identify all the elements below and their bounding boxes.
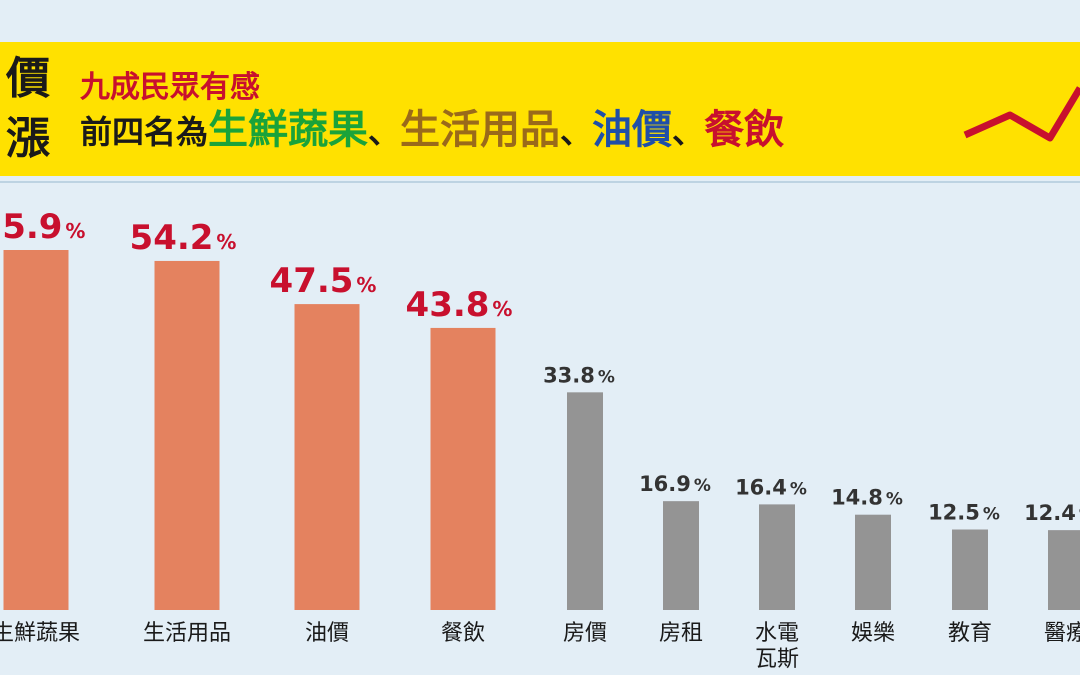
subtitle: 九成民眾有感 xyxy=(80,70,260,105)
category-label-9: 教育 xyxy=(948,621,992,646)
bar-1 xyxy=(3,250,69,610)
category-label-4: 餐飲 xyxy=(441,621,485,646)
bar-8 xyxy=(855,514,891,610)
category-label-5: 房價 xyxy=(563,621,607,646)
value-label-10: 12.4% xyxy=(1024,501,1080,525)
category-label-8: 娛樂 xyxy=(851,621,895,646)
value-label-3: 47.5% xyxy=(270,261,377,301)
value-label-9: 12.5% xyxy=(928,500,1000,524)
bar-4 xyxy=(430,327,496,610)
value-label-7: 16.4% xyxy=(735,475,807,499)
category-label-7-line2: 瓦斯 xyxy=(755,647,799,672)
bar-7 xyxy=(759,504,795,610)
category-label-6: 房租 xyxy=(659,621,703,646)
headline-top-items: 生鮮蔬果、生活用品、油價、餐飲 xyxy=(208,107,784,153)
headline: 前四名為生鮮蔬果、生活用品、油價、餐飲 xyxy=(80,108,784,152)
headline-item-4: 餐飲 xyxy=(704,107,785,153)
headline-separator: 、 xyxy=(672,113,705,151)
value-label-6: 16.9% xyxy=(639,472,711,496)
value-label-2: 54.2% xyxy=(130,218,237,258)
value-label-1: 55.9% xyxy=(0,207,85,247)
category-label-7-line1: 水電 xyxy=(755,621,799,646)
headline-separator: 、 xyxy=(560,113,593,151)
category-label-10: 醫療 xyxy=(1044,621,1080,646)
headline-separator: 、 xyxy=(368,113,401,151)
headline-item-1: 生鮮蔬果 xyxy=(208,107,369,153)
bar-10 xyxy=(1048,530,1080,610)
bar-5 xyxy=(567,392,603,610)
value-label-4: 43.8% xyxy=(406,285,513,325)
category-label-1: 生鮮蔬果 xyxy=(0,621,80,646)
category-label-2: 生活用品 xyxy=(143,621,231,646)
bar-3 xyxy=(294,304,360,610)
headline-item-2: 生活用品 xyxy=(400,107,561,153)
value-label-5: 33.8% xyxy=(543,363,615,387)
banner-divider xyxy=(0,181,1080,183)
bar-9 xyxy=(952,529,988,610)
category-label-3: 油價 xyxy=(305,621,349,646)
side-char-bottom: 漲 xyxy=(6,113,50,164)
headline-lead: 前四名為 xyxy=(80,113,209,151)
headline-item-3: 油價 xyxy=(592,107,673,153)
headline-banner xyxy=(0,42,1080,176)
side-char-top: 價 xyxy=(6,53,50,104)
trend-line-icon xyxy=(963,86,1080,142)
bar-2 xyxy=(154,260,220,610)
bar-6 xyxy=(663,501,699,610)
value-label-8: 14.8% xyxy=(831,486,903,510)
